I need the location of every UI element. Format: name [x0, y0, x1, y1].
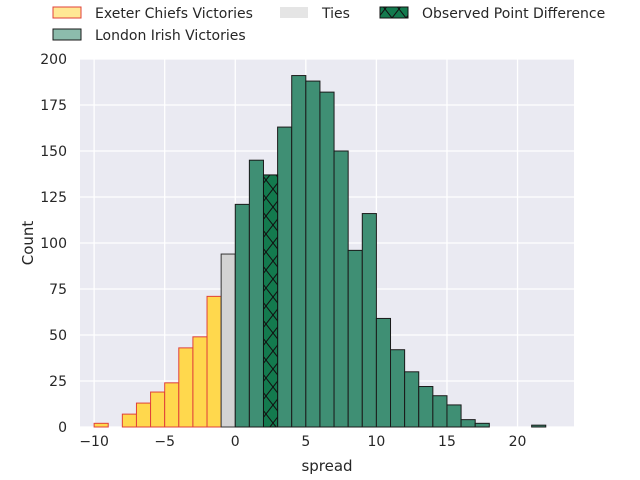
histogram-bar — [375, 317, 392, 428]
bar-hatch — [263, 174, 278, 427]
bars — [93, 75, 547, 428]
y-tick-label: 25 — [49, 374, 67, 390]
y-axis-label: Count — [19, 221, 37, 266]
y-tick-label: 125 — [40, 190, 67, 206]
legend-swatch — [280, 7, 308, 18]
histogram-bar — [220, 253, 236, 428]
x-axis-label: spread — [301, 457, 352, 475]
legend-swatch — [52, 6, 82, 19]
x-tick-label: 20 — [509, 434, 527, 450]
histogram-bar — [333, 150, 349, 428]
y-tick-label: 75 — [49, 282, 67, 298]
histogram-bar — [305, 80, 321, 428]
histogram-bar — [531, 424, 547, 428]
x-tick-label: 5 — [301, 434, 310, 450]
histogram-bar — [432, 395, 448, 428]
legend-swatch-hatch — [380, 7, 408, 18]
legend-label: London Irish Victories — [95, 28, 246, 44]
histogram-bar — [192, 336, 208, 428]
histogram-bar — [291, 75, 307, 428]
legend-item: Observed Point Difference — [379, 6, 605, 22]
histogram-bar — [404, 371, 420, 428]
legend: Exeter Chiefs Victories Ties Observed Poin… — [52, 6, 605, 44]
histogram-bar — [135, 402, 152, 428]
legend-swatch — [52, 28, 82, 41]
histogram-bar — [164, 382, 180, 428]
histogram-bar — [248, 159, 264, 428]
histogram-bar — [121, 413, 137, 428]
legend-label: Exeter Chiefs Victories — [95, 6, 253, 22]
x-tick-label: 0 — [231, 434, 240, 450]
legend-label: Ties — [321, 6, 350, 22]
histogram-bar — [390, 349, 406, 428]
x-tick-label: 15 — [438, 434, 456, 450]
y-tick-label: 150 — [40, 144, 67, 160]
legend-item: Exeter Chiefs Victories — [52, 6, 253, 22]
histogram-bar — [178, 347, 194, 428]
histogram-bar — [474, 422, 490, 428]
legend-item: London Irish Victories — [52, 28, 246, 44]
histogram-bar — [418, 386, 434, 428]
y-tick-label: 50 — [49, 328, 67, 344]
x-tick-label: 10 — [367, 434, 385, 450]
y-tick-label: 200 — [40, 52, 67, 68]
histogram-bar — [446, 404, 462, 428]
histogram-bar — [347, 249, 363, 428]
legend-label: Observed Point Difference — [422, 6, 605, 22]
x-tick-label: −10 — [79, 434, 109, 450]
legend-item: Ties — [280, 6, 350, 22]
histogram-bar — [361, 213, 377, 428]
histogram-bar — [93, 422, 109, 428]
histogram-bar — [150, 391, 166, 428]
y-tick-label: 100 — [40, 236, 67, 252]
y-tick-label: 0 — [58, 420, 67, 436]
histogram-bar — [206, 295, 222, 428]
histogram-bar — [460, 419, 476, 428]
y-tick-label: 175 — [40, 98, 67, 114]
x-tick-label: −5 — [154, 434, 175, 450]
histogram-bar — [319, 91, 335, 428]
histogram-bar — [277, 126, 293, 428]
histogram-bar — [234, 203, 250, 428]
